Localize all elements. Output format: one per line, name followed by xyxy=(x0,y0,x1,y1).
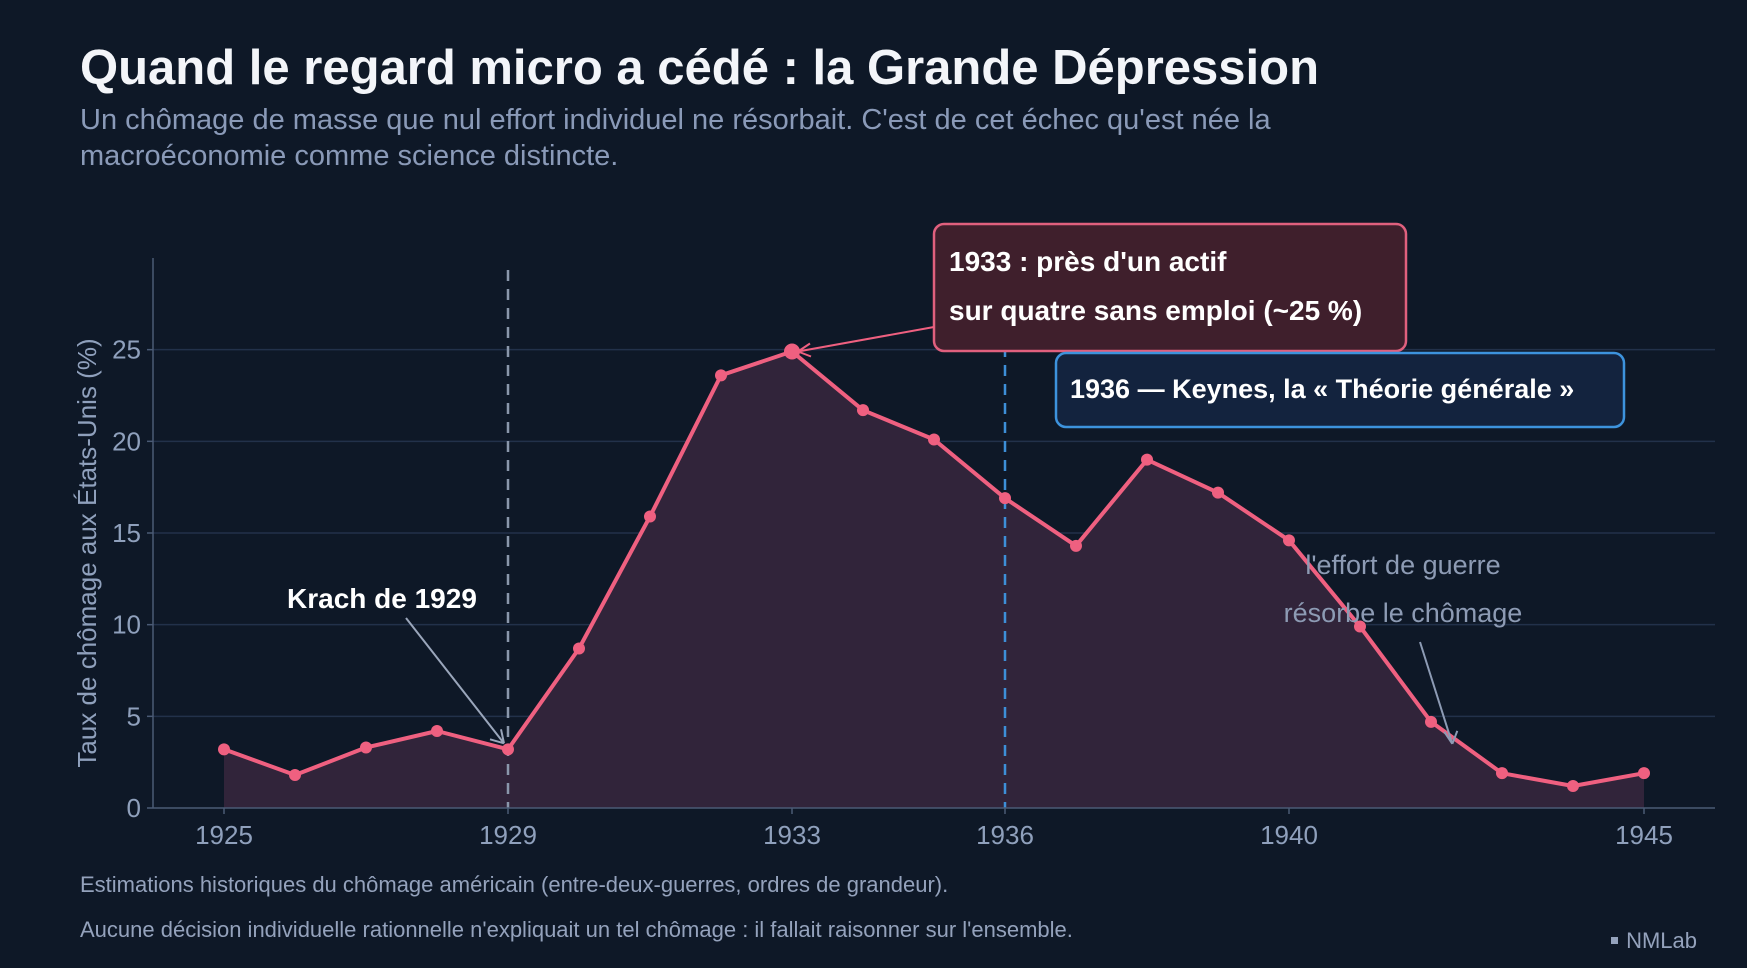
data-point-1939 xyxy=(1212,486,1224,499)
data-point-1931 xyxy=(644,510,656,523)
x-tick-label-1940: 1940 xyxy=(1260,820,1318,850)
x-tick-label-1925: 1925 xyxy=(195,820,253,850)
x-tick-label-1936: 1936 xyxy=(976,820,1034,850)
data-point-1945 xyxy=(1638,767,1650,780)
data-point-1938 xyxy=(1141,453,1153,466)
peak-annotation-box xyxy=(932,222,1408,353)
data-point-1927 xyxy=(360,741,372,754)
x-tick-label-1933: 1933 xyxy=(763,820,821,850)
data-point-1936 xyxy=(999,492,1011,505)
chart-title: Quand le regard micro a cédé : la Grande… xyxy=(80,41,1320,95)
unemployment-area xyxy=(224,351,1644,808)
war-annotation-line1: l'effort de guerre xyxy=(1305,550,1500,580)
data-point-1941 xyxy=(1354,620,1366,633)
brand-label: NMLab xyxy=(1611,928,1697,954)
y-tick-label-25: 25 xyxy=(112,335,141,365)
footnote-conclusion: Aucune décision individuelle rationnelle… xyxy=(80,917,1073,942)
data-point-1942 xyxy=(1425,715,1437,728)
peak-annotation-line1: 1933 : près d'un actif xyxy=(949,246,1227,277)
war-annotation-line2: résorbe le chômage xyxy=(1284,598,1523,628)
vline-layer xyxy=(506,270,1007,808)
data-point-1926 xyxy=(289,769,301,781)
data-point-1933 xyxy=(784,343,800,360)
crash-arrow xyxy=(405,617,505,745)
brand-text: NMLab xyxy=(1626,928,1697,953)
data-point-1940 xyxy=(1283,534,1295,547)
data-point-1925 xyxy=(218,743,230,756)
y-tick-label-20: 20 xyxy=(112,426,141,456)
x-tick-label-1929: 1929 xyxy=(479,820,537,850)
data-point-1932 xyxy=(715,369,727,382)
keynes-annotation: 1936 — Keynes, la « Théorie générale » xyxy=(1070,374,1574,404)
data-point-1943 xyxy=(1496,767,1508,780)
data-point-1944 xyxy=(1567,780,1579,792)
peak-arrow xyxy=(797,326,935,358)
chart-subtitle: Un chômage de masse que nul effort indiv… xyxy=(80,104,1271,172)
y-tick-label-10: 10 xyxy=(112,610,141,640)
war-arrow xyxy=(1419,641,1459,745)
x-tick-label-1945: 1945 xyxy=(1615,820,1673,850)
data-point-1937 xyxy=(1070,539,1082,552)
data-point-1934 xyxy=(857,404,869,417)
y-tick-label-15: 15 xyxy=(112,518,141,548)
point-layer xyxy=(218,343,1650,792)
tick-layer: 0 5 10 15 20 25 1925 1929 1933 1936 1940 1945 xyxy=(112,335,1673,850)
y-axis-label: Taux de chômage aux États-Unis (%) xyxy=(72,338,102,767)
footnote-source: Estimations historiques du chômage améri… xyxy=(80,872,949,897)
y-tick-label-0: 0 xyxy=(127,793,141,823)
data-point-1928 xyxy=(431,725,443,737)
keynes-annotation-box xyxy=(1054,351,1626,429)
data-point-1930 xyxy=(573,642,585,655)
brand-mark-icon xyxy=(1611,936,1619,944)
data-point-1935 xyxy=(928,433,940,446)
y-tick-label-5: 5 xyxy=(127,701,141,731)
crash-annotation: Krach de 1929 xyxy=(287,583,477,614)
peak-annotation-line2: sur quatre sans emploi (~25 %) xyxy=(949,295,1362,326)
data-point-1929 xyxy=(502,743,514,756)
